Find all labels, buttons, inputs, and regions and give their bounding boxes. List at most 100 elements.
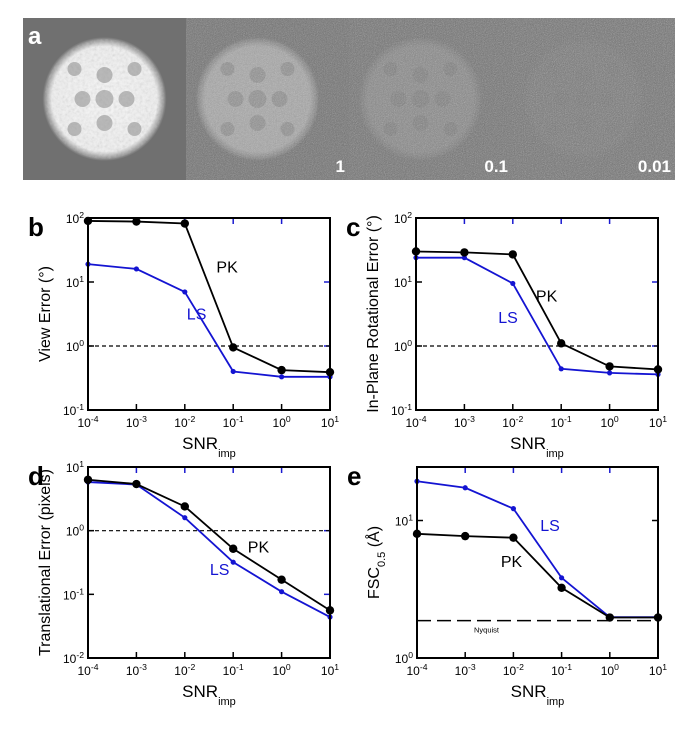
x-label-main: SNR (182, 682, 218, 701)
y-tick-label: 10-1 (63, 586, 84, 602)
tick-exponent: 0 (408, 650, 413, 660)
particle-feature (127, 62, 142, 76)
data-point (510, 280, 516, 287)
tick-base: 10 (66, 276, 80, 290)
noise-overlay (186, 18, 349, 180)
tick-base: 10 (394, 212, 408, 226)
tick-exponent: 1 (79, 274, 84, 284)
data-point (462, 485, 468, 491)
tick-exponent: -2 (516, 662, 524, 672)
charts: b10-4 10-3 10-2 10-1 100 10110-1100101102LSPK… (28, 210, 667, 708)
series-label-pk: PK (536, 288, 558, 305)
chart-b: b10-4 10-3 10-2 10-1 100 10110-1100101102LSPK… (28, 210, 339, 460)
particle-projection (42, 37, 167, 161)
y-tick-label: 100 (395, 650, 413, 666)
plot-frame (87, 466, 331, 659)
tick-exponent: -1 (236, 662, 244, 672)
x-tick-label: 100 (273, 414, 291, 430)
x-tick-label: 10-2 (174, 414, 195, 430)
y-tick-label: 10-2 (63, 650, 84, 666)
data-point (229, 544, 238, 553)
tick-base: 10 (273, 416, 287, 430)
nyquist-label: Nyquist (474, 626, 500, 635)
y-label-main: Translational Error (pixels) (37, 469, 54, 656)
data-point (607, 370, 613, 376)
series-label-pk: PK (216, 260, 238, 277)
tick-exponent: 0 (286, 662, 291, 672)
x-tick-label: 10-4 (405, 414, 426, 430)
panel-a-image-strip: 1 0.1 0.01 a (23, 18, 675, 180)
tick-base: 10 (126, 416, 140, 430)
x-tick-label: 10-3 (455, 662, 476, 678)
y-tick-label: 10-1 (63, 402, 84, 418)
y-tick-label: 10-1 (391, 402, 412, 418)
data-point (182, 515, 188, 521)
x-tick-label: 100 (273, 662, 291, 678)
tick-exponent: -2 (516, 414, 524, 424)
data-point (277, 575, 286, 584)
particle-feature (74, 91, 91, 107)
tick-base: 10 (63, 588, 77, 602)
data-point (558, 366, 564, 372)
data-point (460, 248, 469, 257)
data-point (182, 289, 188, 295)
tick-base: 10 (551, 416, 565, 430)
tick-base: 10 (601, 664, 615, 678)
x-tick-label: 10-1 (223, 414, 244, 430)
tick-base: 10 (502, 416, 516, 430)
data-point (180, 219, 189, 228)
tick-exponent: 1 (334, 662, 339, 672)
tick-exponent: -2 (188, 414, 196, 424)
tick-exponent: -4 (419, 414, 427, 424)
tick-exponent: -1 (564, 414, 572, 424)
x-label-main: SNR (182, 434, 218, 453)
series-line (416, 256, 659, 376)
tick-base: 10 (551, 664, 565, 678)
tick-exponent: 2 (79, 210, 84, 220)
x-label-sub: imp (547, 696, 565, 708)
y-tick-label: 100 (66, 338, 84, 354)
tick-base: 10 (321, 416, 335, 430)
y-tick-label: 102 (66, 210, 84, 226)
tick-exponent: 1 (334, 414, 339, 424)
y-label-tail: (Å) (364, 526, 383, 552)
tick-exponent: -3 (468, 662, 476, 672)
particle-feature (118, 91, 135, 107)
series-line (87, 481, 331, 618)
tick-base: 10 (395, 652, 409, 666)
tick-exponent: -3 (139, 414, 147, 424)
panel-label-c: c (346, 212, 360, 242)
plot-frame (416, 466, 659, 659)
x-label-main: SNR (510, 434, 546, 453)
data-point (279, 374, 285, 380)
particle-feature (96, 115, 113, 131)
tick-exponent: 0 (407, 338, 412, 348)
snr-label: 0.01 (638, 157, 671, 176)
data-point (279, 589, 285, 595)
tick-exponent: -1 (76, 586, 84, 596)
series-ls: LS (85, 261, 333, 380)
data-point (132, 479, 141, 489)
data-point (557, 339, 566, 348)
series-label-ls: LS (498, 310, 518, 327)
noise-overlay (349, 18, 512, 180)
series-ls: LS (85, 479, 333, 620)
x-tick-label: 100 (601, 662, 619, 678)
tick-base: 10 (273, 664, 287, 678)
data-point (461, 531, 470, 541)
tick-base: 10 (454, 416, 468, 430)
tick-exponent: -1 (76, 402, 84, 412)
noise-overlay (512, 18, 675, 180)
tick-exponent: -1 (404, 402, 412, 412)
tick-base: 10 (455, 664, 469, 678)
tick-exponent: -3 (467, 414, 475, 424)
tick-exponent: 1 (408, 513, 413, 523)
panel-label-d: d (28, 461, 44, 491)
plot-frame (415, 217, 659, 411)
x-axis-label: SNRimp (182, 434, 236, 460)
panel-label-a: a (28, 23, 42, 50)
series-line (87, 220, 331, 374)
tick-exponent: 1 (662, 662, 667, 672)
series-label-ls: LS (187, 306, 207, 323)
